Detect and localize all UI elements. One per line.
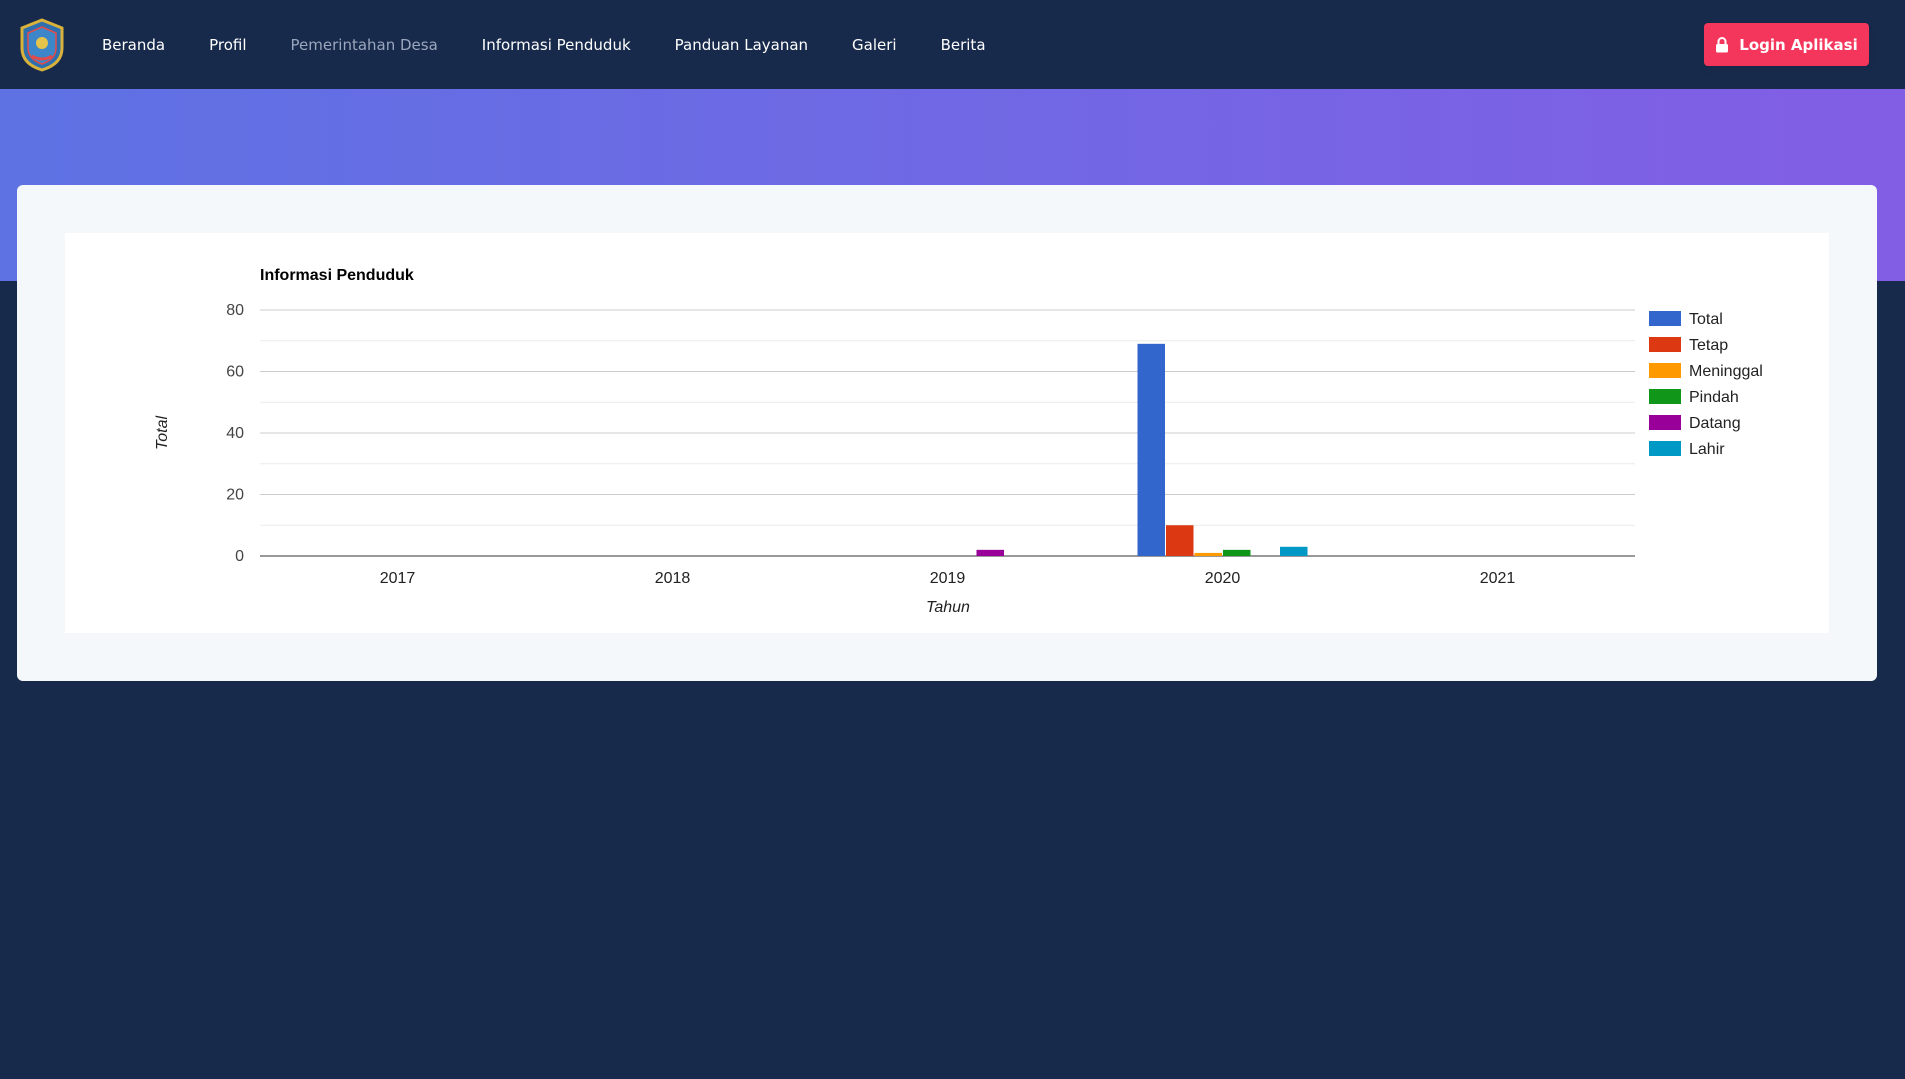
x-axis-title: Tahun [926,599,970,616]
legend-swatch-pindah [1649,389,1681,404]
bar-total-2020 [1137,343,1165,556]
login-button[interactable]: Login Aplikasi [1704,23,1869,66]
nav-beranda[interactable]: Beranda [102,35,166,54]
chart-svg: 0 20 40 60 80 Informasi Penduduk Tahun Total 201… [154,267,1763,616]
y-tick-label: 60 [226,364,244,381]
x-tick-label: 2019 [930,570,966,587]
x-tick-label: 2021 [1480,570,1516,587]
navbar: Beranda Profil Pemerintahan Desa Informa… [0,0,1905,89]
y-tick-label: 80 [226,302,244,319]
bar-lahir-2020 [1280,546,1308,556]
bar-datang-2019 [976,549,1004,556]
legend-label-total: Total [1689,311,1723,328]
chart-card: 0 20 40 60 80 Informasi Penduduk Tahun Total 201… [17,185,1877,681]
bar-meninggal-2020 [1194,552,1222,556]
y-tick-label: 0 [235,548,244,565]
login-button-label: Login Aplikasi [1739,35,1858,54]
village-emblem-logo[interactable] [18,17,66,72]
population-chart: 0 20 40 60 80 Informasi Penduduk Tahun Total 201… [65,233,1829,633]
nav-profil[interactable]: Profil [209,35,247,54]
main-nav: Beranda Profil Pemerintahan Desa Informa… [102,36,1030,54]
x-tick-label: 2018 [655,570,691,587]
y-tick-label: 20 [226,487,244,504]
nav-berita[interactable]: Berita [940,35,986,54]
nav-pemerintahan-desa[interactable]: Pemerintahan Desa [290,35,438,54]
nav-panduan-layanan[interactable]: Panduan Layanan [674,35,809,54]
legend-label-lahir: Lahir [1689,441,1725,458]
bar-pindah-2020 [1223,549,1251,556]
legend-swatch-lahir [1649,441,1681,456]
x-tick-label: 2017 [380,570,416,587]
legend-label-pindah: Pindah [1689,389,1739,406]
legend-swatch-datang [1649,415,1681,430]
legend-label-datang: Datang [1689,415,1741,432]
y-axis-title: Total [154,416,171,451]
lock-icon [1716,36,1729,52]
x-tick-label: 2020 [1205,570,1241,587]
nav-galeri[interactable]: Galeri [852,35,897,54]
legend-swatch-meninggal [1649,363,1681,378]
y-tick-label: 40 [226,425,244,442]
legend-swatch-tetap [1649,337,1681,352]
legend-swatch-total [1649,311,1681,326]
bar-tetap-2020 [1166,525,1194,556]
legend-label-meninggal: Meninggal [1689,363,1763,380]
chart-title: Informasi Penduduk [260,267,414,284]
nav-informasi-penduduk[interactable]: Informasi Penduduk [481,35,631,54]
legend-label-tetap: Tetap [1689,337,1728,354]
